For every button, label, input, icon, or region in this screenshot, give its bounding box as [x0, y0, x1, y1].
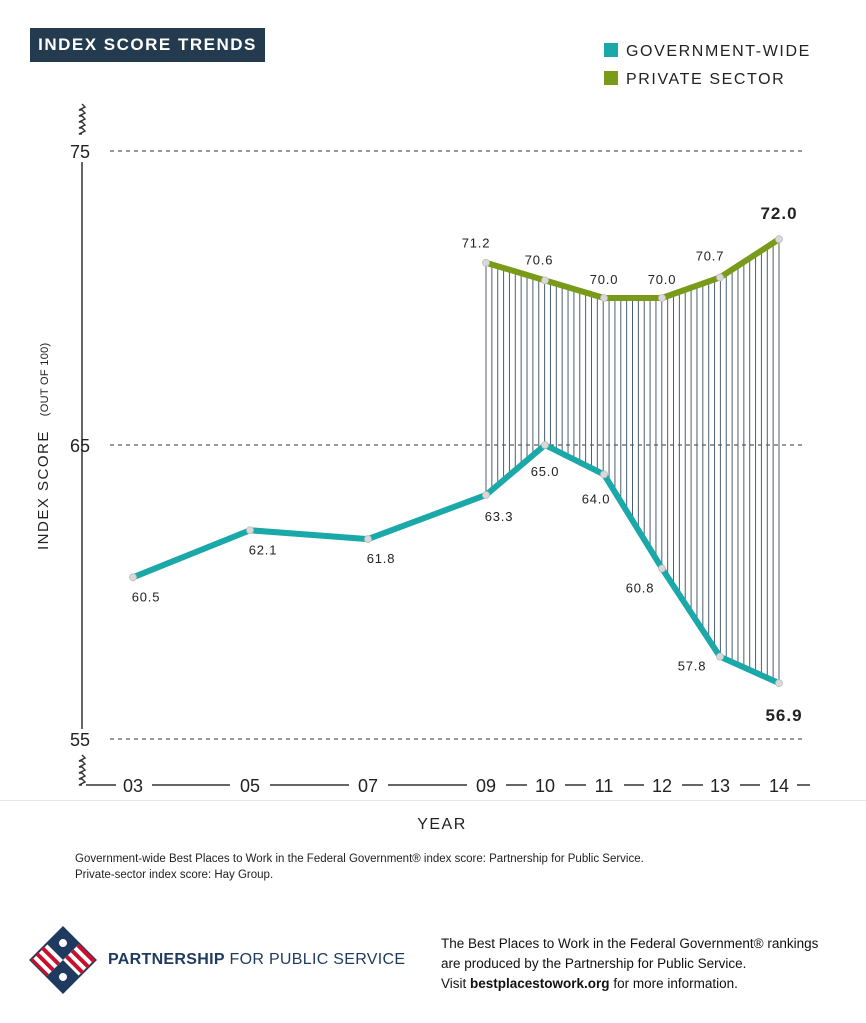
promo-line-1: The Best Places to Work in the Federal G…: [441, 936, 819, 951]
data-point-government: [129, 573, 137, 582]
legend-label-private: PRIVATE SECTOR: [626, 71, 786, 88]
data-point-government: [600, 470, 608, 479]
gap-connectors: [485, 239, 780, 684]
promo-line-3: Visit bestplacestowork.org for more info…: [441, 974, 818, 994]
y-tick-label: 55: [70, 730, 90, 750]
axis-break-icon: [78, 103, 87, 135]
promo-url-link[interactable]: bestplacestowork.org: [470, 976, 610, 991]
data-point-government: [246, 526, 254, 535]
data-label-government: 64.0: [582, 491, 611, 506]
data-point-private: [600, 294, 608, 302]
series-lines: [130, 236, 782, 687]
promo-tail: for more information.: [609, 976, 738, 991]
data-point-government: [658, 564, 666, 573]
series-line-government: [130, 442, 782, 687]
line-chart: 60.5 62.1 61.8 63.3 65.0 64.0 60.8 57.8 56.9 71.2…: [35, 103, 810, 833]
x-tick-label: 05: [240, 776, 260, 796]
data-label-private: 70.0: [590, 272, 619, 287]
tick-labels: 75 65 55 03 05 07 09 10 11 12 13 14: [70, 142, 789, 796]
data-label-government: 60.5: [132, 589, 161, 604]
legend-item-private: PRIVATE SECTOR: [604, 70, 785, 90]
x-tick-label: 13: [710, 776, 730, 796]
org-name-rest: FOR PUBLIC SERVICE: [224, 951, 406, 968]
data-label-government: 65.0: [531, 464, 560, 479]
data-point-government: [482, 491, 490, 499]
legend-swatch-government: [604, 43, 618, 57]
series-line-private: [483, 236, 782, 301]
y-axis-label: INDEX SCORE: [35, 430, 52, 550]
chart-title: INDEX SCORE TRENDS: [30, 28, 265, 62]
data-label-private: 72.0: [760, 204, 797, 223]
data-point-private: [658, 294, 666, 302]
data-point-private: [541, 276, 549, 285]
y-tick-label: 65: [70, 436, 90, 456]
x-tick-label: 03: [123, 776, 143, 796]
source-line-2: Private-sector index score: Hay Group.: [75, 869, 274, 881]
legend-swatch-private: [604, 71, 618, 85]
legend-label-government: GOVERNMENT-WIDE: [626, 43, 811, 60]
promo-line-2: are produced by the Partnership for Publ…: [441, 956, 747, 971]
y-axis-label-note: (OUT OF 100): [39, 343, 51, 417]
data-label-private: 71.2: [462, 236, 491, 251]
data-label-private: 70.7: [696, 248, 725, 263]
x-tick-label: 11: [595, 776, 614, 796]
data-label-private: 70.6: [525, 252, 554, 267]
data-point-private: [482, 258, 490, 267]
data-point-government: [541, 441, 549, 449]
axes: [78, 103, 810, 786]
y-tick-label: 75: [70, 142, 90, 162]
x-tick-label: 12: [652, 776, 672, 796]
data-labels: 60.5 62.1 61.8 63.3 65.0 64.0 60.8 57.8 56.9 71.2…: [132, 204, 802, 725]
grid: [110, 150, 806, 740]
data-label-government: 62.1: [249, 542, 278, 557]
data-label-government: 57.8: [678, 659, 707, 674]
data-points: [129, 235, 783, 688]
y-axis-label-group: INDEX SCORE (OUT OF 100): [35, 343, 52, 551]
pps-logo-icon: [28, 925, 98, 1000]
x-axis-label: YEAR: [417, 816, 467, 833]
data-label-government: 61.8: [367, 551, 396, 566]
data-point-government: [364, 535, 372, 543]
promo-visit: Visit: [441, 976, 471, 991]
x-tick-label: 09: [476, 776, 496, 796]
footer-divider: [0, 800, 866, 801]
data-label-government: 56.9: [765, 706, 802, 725]
data-label-government: 60.8: [626, 580, 655, 595]
source-note: Government-wide Best Places to Work in t…: [75, 851, 644, 883]
data-point-government: [775, 679, 783, 688]
x-tick-label: 10: [535, 776, 555, 796]
svg-text:INDEX SCORE (OUT OF 100): INDEX SCORE (OUT OF 100): [35, 343, 52, 551]
x-tick-label: 07: [358, 776, 378, 796]
axis-break-icon: [78, 754, 87, 786]
data-point-government: [716, 652, 724, 661]
data-point-private: [716, 273, 724, 282]
organization-name: PARTNERSHIP FOR PUBLIC SERVICE: [108, 951, 405, 969]
data-label-private: 70.0: [648, 272, 677, 287]
org-name-bold: PARTNERSHIP: [108, 951, 225, 968]
legend-item-government: GOVERNMENT-WIDE: [604, 42, 811, 62]
data-label-government: 63.3: [485, 509, 514, 524]
promo-text: The Best Places to Work in the Federal G…: [441, 934, 818, 994]
source-line-1: Government-wide Best Places to Work in t…: [75, 853, 644, 865]
x-tick-label: 14: [769, 776, 789, 796]
data-point-private: [775, 235, 783, 244]
